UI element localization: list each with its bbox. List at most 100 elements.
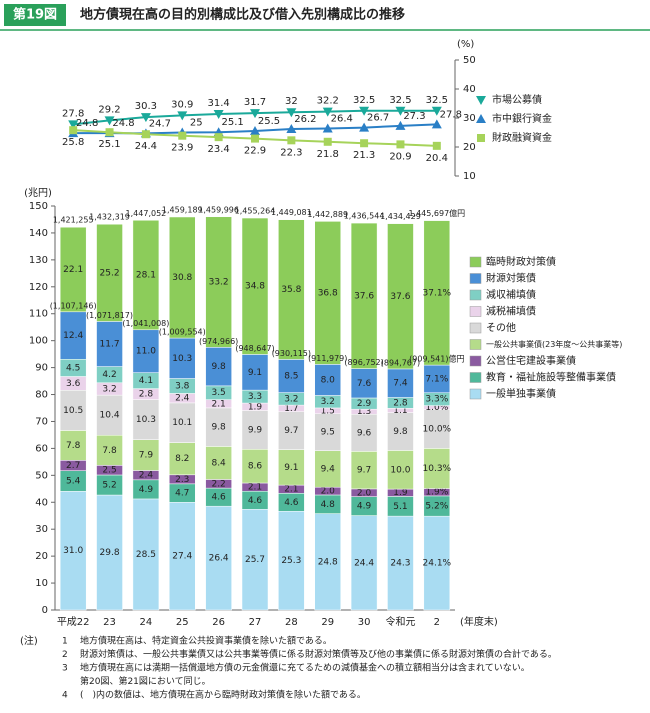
total-label: 1,447,052 [126, 209, 167, 218]
data-label: 3.8 [175, 381, 190, 391]
legend-label: その他 [486, 321, 516, 334]
legend-marker [476, 96, 486, 105]
data-label: 7.4 [393, 379, 408, 389]
x-axis-label: (年度末) [460, 615, 498, 628]
marker [432, 141, 441, 150]
marker [323, 137, 332, 146]
marker [360, 139, 369, 148]
excluding-label: (896,752) [344, 358, 383, 367]
legend-label: 一般公共事業債(23年度〜公共事業等) [486, 339, 622, 349]
data-label: 4.1 [139, 376, 153, 386]
data-label: 7.8 [102, 446, 117, 456]
data-label: 11.0 [136, 347, 156, 357]
y-tick-label: 40 [35, 497, 48, 508]
y-tick-label: 120 [29, 282, 48, 293]
data-label: 9.6 [357, 428, 372, 438]
y-tick-label: 90 [35, 363, 48, 374]
data-label: 12.4 [63, 331, 83, 341]
data-label: 10.3 [136, 415, 156, 425]
data-label: 4.5 [66, 363, 80, 373]
legend-marker [476, 114, 486, 123]
marker [286, 108, 297, 118]
bar-segment [423, 515, 451, 611]
data-label: 8.2 [175, 454, 189, 464]
bar-segment [278, 219, 305, 360]
bar-segment [132, 220, 160, 331]
data-label: 4.9 [357, 502, 372, 512]
note-number: 4 [62, 691, 68, 701]
x-tick-label: 27 [249, 617, 262, 628]
marker [359, 106, 370, 116]
data-label: 4.9 [139, 485, 154, 495]
total-label: 1,459,996 [198, 205, 239, 214]
legend-label: 公営住宅建設事業債 [486, 354, 576, 367]
legend-swatch [469, 256, 482, 268]
y-tick-label: 130 [29, 255, 48, 266]
bar-segment [205, 505, 232, 611]
legend-marker [477, 134, 485, 142]
data-label: 7.9 [139, 451, 154, 461]
data-label: 27.4 [172, 552, 192, 562]
y-tick-label: 140 [29, 228, 48, 239]
data-label: 9.1 [284, 463, 298, 473]
excluding-label: (974,966) [199, 337, 238, 346]
data-label: 9.8 [211, 423, 226, 433]
bar-segment [169, 502, 196, 611]
data-label: 2.2 [211, 479, 225, 489]
data-label: 20.4 [426, 153, 448, 164]
data-label: 2.1 [284, 485, 298, 495]
y-tick-label: 150 [29, 201, 48, 212]
data-label: 20.9 [389, 151, 411, 162]
marker [359, 122, 370, 132]
title: 地方債現在高の目的別構成比及び借入先別構成比の推移 [80, 7, 405, 23]
legend-label: 市場公募債 [492, 93, 542, 106]
data-label: 22.3 [280, 147, 302, 158]
bar-segment [423, 220, 451, 366]
badge-bg [4, 4, 66, 26]
legend-label: 減税補填債 [486, 305, 536, 318]
data-label: 22.9 [244, 146, 266, 157]
bar-segment [350, 413, 378, 452]
marker [287, 136, 296, 145]
data-label: 23.4 [208, 144, 230, 155]
total-label: 1,459,189 [162, 205, 203, 214]
bar-segment [59, 491, 87, 611]
marker [250, 109, 260, 119]
legend-swatch [469, 388, 482, 400]
data-label: 9.8 [393, 427, 408, 437]
data-label: 9.8 [211, 362, 226, 372]
legend-swatch [469, 339, 482, 350]
badge: 第19図 [13, 7, 57, 23]
bar-segment [314, 513, 341, 611]
data-label: 2.8 [139, 390, 154, 400]
data-label: 2.0 [321, 487, 336, 497]
notes-head: (注) [20, 634, 38, 647]
marker [105, 128, 114, 137]
data-label: 31.4 [208, 98, 230, 109]
bar-segment [241, 354, 269, 391]
y-tick-label: 100 [29, 336, 48, 347]
data-label: 10.1 [172, 418, 192, 428]
bar-segment [241, 217, 269, 355]
marker [214, 133, 223, 142]
data-label: 2.7 [66, 461, 80, 471]
data-label: 29.2 [98, 104, 120, 115]
total-label: 1,455,264 [235, 207, 276, 216]
note-text: 地方債現在高は、特定資金公共投資事業債を除いた額である。 [80, 635, 332, 647]
note-number: 3 [62, 664, 68, 674]
data-label: 10.3% [423, 464, 452, 474]
y-tick-label: 10 [463, 171, 476, 182]
bar-segment [387, 223, 414, 370]
y-tick-label: 40 [463, 84, 476, 95]
data-label: 8.6 [248, 462, 263, 472]
marker [395, 106, 406, 116]
data-label: 24.4 [135, 141, 157, 152]
data-label: 1.0% [425, 403, 448, 413]
legend-label: 市中銀行資金 [492, 112, 552, 125]
data-label: 2.1 [211, 399, 225, 409]
data-label: 8.5 [284, 372, 298, 382]
x-tick-label: 2 [434, 617, 440, 628]
x-tick-label: 24 [140, 617, 153, 628]
bar-segment [278, 359, 305, 393]
